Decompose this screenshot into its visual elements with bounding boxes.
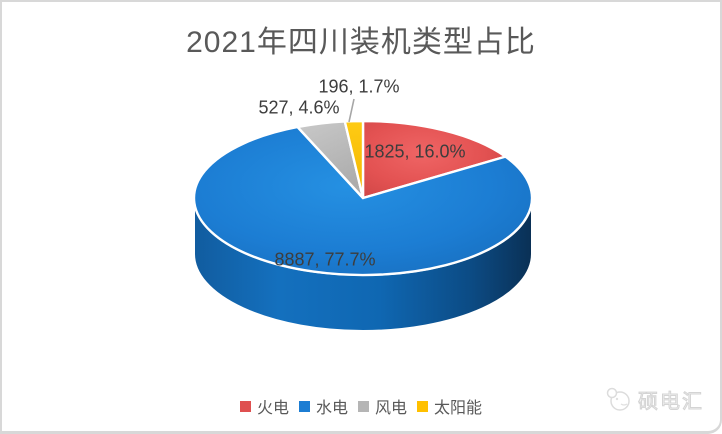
watermark-logo-icon [606,387,630,411]
legend-label-hydro: 水电 [315,400,348,417]
legend-item-wind: 风电 [358,394,407,418]
legend-swatch-hydro-icon [298,400,310,412]
legend-item-thermal: 火电 [239,394,289,418]
legend: 火电 水电 风电 太阳能 [2,394,720,418]
data-label-wind: 527, 4.6% [258,97,340,118]
legend-swatch-thermal-icon [239,400,251,412]
legend-label-thermal: 火电 [256,400,289,417]
leader-line-solar [348,98,355,123]
watermark-text: 硕电汇 [638,390,704,413]
pie-slice-3 [343,119,365,200]
legend-label-wind: 风电 [375,400,408,417]
data-label-solar: 196, 1.7% [318,76,400,97]
legend-label-solar: 太阳能 [434,400,483,417]
chart-title: 2021年四川装机类型占比 [186,26,536,59]
watermark: 硕电汇 [605,384,704,414]
legend-item-solar: 太阳能 [417,394,482,418]
pie-slice-1 [192,125,534,277]
data-label-hydro: 8887, 77.7% [274,249,376,270]
legend-item-hydro: 水电 [298,394,348,418]
data-label-thermal: 1825, 16.0% [364,141,466,162]
legend-swatch-solar-icon [417,400,429,412]
pie-slice-0 [361,119,507,200]
legend-swatch-wind-icon [358,400,369,412]
